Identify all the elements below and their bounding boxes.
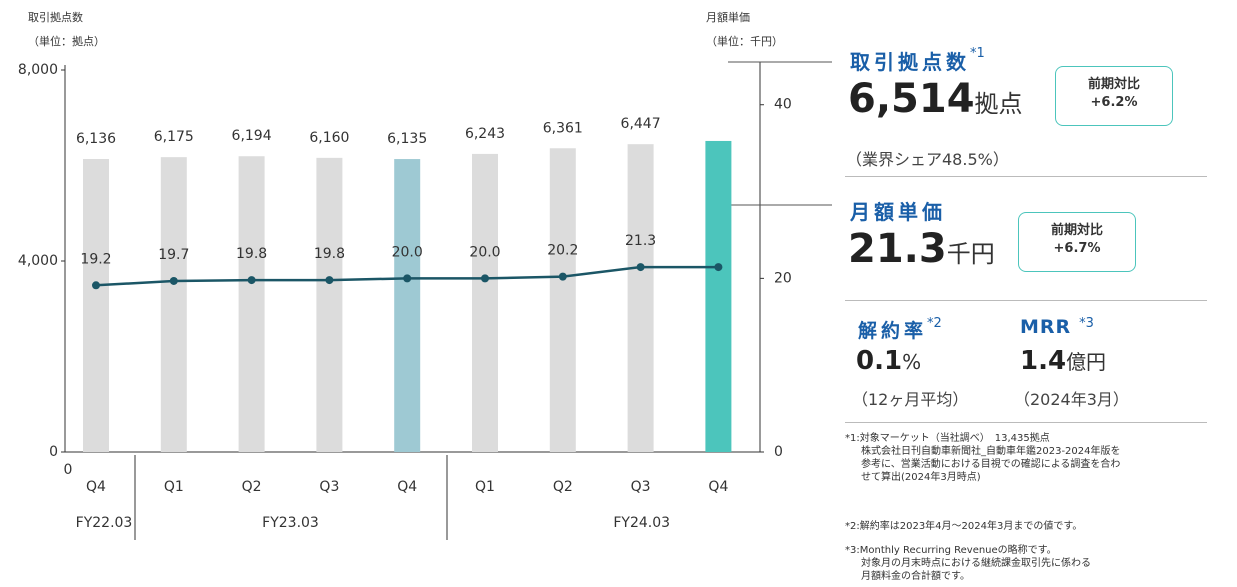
- kpi-note: *1: [970, 46, 985, 61]
- footnote: *1:対象マーケット（当社調べ） 13,435拠点株式会社日刊自動車新聞社_自動…: [845, 432, 1121, 484]
- footnote-line: *2:解約率は2023年4月～2024年3月までの値です。: [845, 521, 1083, 532]
- y2-label: 月額単価: [706, 10, 750, 24]
- x-tick-label: Q3: [319, 479, 339, 495]
- point-label: 20.0: [469, 244, 500, 260]
- footnote: *2:解約率は2023年4月～2024年3月までの値です。: [845, 520, 1082, 533]
- badge-value: +6.2%: [1090, 95, 1138, 110]
- kpi-value: 6,514: [848, 76, 975, 122]
- x-tick-label: Q1: [164, 479, 184, 495]
- footnote-line: 対象月の月末時点における継続課金取引先に係わる: [861, 558, 1091, 569]
- bar: [83, 159, 109, 453]
- y-tick-label: 8,000: [18, 62, 58, 78]
- divider: [845, 300, 1207, 301]
- y-tick-label: 4,000: [18, 253, 58, 269]
- point: [247, 276, 256, 285]
- x-tick-label: Q4: [708, 479, 728, 495]
- kpi-badge: 前期対比 +6.2%: [1055, 66, 1173, 126]
- point-label: 20.2: [547, 243, 578, 259]
- point: [325, 276, 334, 285]
- bar-label: 6,194: [232, 128, 272, 144]
- y-label: （単位：拠点）: [28, 34, 105, 48]
- point: [92, 281, 100, 290]
- y2-tick-label: 40: [774, 97, 792, 113]
- bar: [627, 144, 654, 452]
- bar: [238, 156, 265, 452]
- kpi-note: *3: [1079, 316, 1094, 331]
- bar: [549, 148, 576, 452]
- kpi-unit: %: [902, 350, 922, 374]
- y-tick-label: 0: [49, 444, 58, 460]
- bar-label: 6,447: [621, 116, 661, 132]
- y2-tick-label: 20: [774, 270, 792, 286]
- kpi-title: MRR: [1020, 316, 1072, 338]
- kpi-title: 月額単価: [850, 200, 946, 224]
- divider: [845, 176, 1207, 177]
- kpi-sub: （12ヶ月平均）: [852, 390, 969, 409]
- bar-label: 6,135: [387, 131, 427, 147]
- kpi-unit: 拠点: [974, 90, 1023, 118]
- kpi-value: 1.4: [1020, 346, 1067, 376]
- kpi-sub: （2024年3月）: [1014, 390, 1129, 409]
- bar-label: 6,175: [154, 129, 194, 145]
- bar-label: 6,361: [543, 120, 583, 136]
- footnote-line: せて算出(2024年3月時点): [861, 472, 981, 483]
- chart: 取引拠点数 （単位：拠点） 月額単価 （単位：千円） 0 0 4,000 8,000…: [18, 10, 832, 540]
- y2-tick-label: 0: [774, 444, 783, 460]
- point: [714, 263, 723, 272]
- bar: [316, 157, 343, 453]
- point: [481, 274, 489, 283]
- footnote-line: *1:対象マーケット（当社調べ） 13,435拠点: [845, 433, 1050, 444]
- bar-label: 6,160: [309, 130, 349, 146]
- footnote: *3:Monthly Recurring Revenueの略称です。対象月の月末…: [845, 544, 1091, 583]
- x-tick-label: Q3: [631, 479, 651, 495]
- x-tick-label: Q1: [475, 479, 495, 495]
- point: [403, 274, 412, 283]
- bar: [394, 159, 421, 452]
- bar: [705, 140, 732, 453]
- kpi-sub: （業界シェア48.5%）: [846, 150, 1009, 169]
- group-label: FY23.03: [262, 515, 319, 531]
- point: [169, 276, 178, 285]
- badge-label: 前期対比: [1050, 223, 1103, 238]
- x-tick-label: Q4: [86, 479, 106, 495]
- kpi-unit: 億円: [1066, 350, 1107, 374]
- group-label: FY24.03: [613, 515, 670, 531]
- kpi-value: 21.3: [848, 226, 947, 272]
- point-label: 19.8: [236, 246, 267, 262]
- bar: [472, 153, 498, 453]
- footnote-line: 参考に、営業活動における目視での確認による調査を合わ: [861, 459, 1121, 470]
- point-label: 20.0: [392, 244, 423, 260]
- footnote-line: 月額料金の合計額です。: [861, 571, 970, 582]
- bar-label: 6,243: [465, 126, 505, 142]
- point: [558, 272, 567, 281]
- point-label: 21.3: [625, 233, 656, 249]
- origin-label: 0: [64, 462, 73, 478]
- footnote-line: 株式会社日刊自動車新聞社_自動車年鑑2023-2024年版を: [861, 446, 1121, 457]
- point: [636, 263, 645, 272]
- badge-value: +6.7%: [1053, 241, 1101, 256]
- point-label: 19.7: [158, 247, 189, 263]
- y2-label: （単位：千円）: [706, 34, 783, 48]
- x-tick-label: Q2: [553, 479, 573, 495]
- footnote-line: *3:Monthly Recurring Revenueの略称です。: [845, 545, 1057, 556]
- badge-label: 前期対比: [1087, 77, 1140, 92]
- bar: [160, 157, 187, 453]
- connector: [717, 204, 832, 267]
- kpi-title: 取引拠点数: [850, 50, 970, 74]
- kpi-badge: 前期対比 +6.7%: [1018, 212, 1136, 272]
- kpi-unit: 千円: [946, 240, 995, 268]
- kpi-value: 0.1: [856, 346, 903, 376]
- kpi-title: 解約率: [858, 320, 928, 342]
- group-label: FY22.03: [76, 515, 133, 531]
- y-label: 取引拠点数: [28, 10, 83, 24]
- point-label: 19.2: [80, 251, 111, 267]
- x-tick-label: Q2: [242, 479, 262, 495]
- point-label: 19.8: [314, 246, 345, 262]
- bar-label: 6,136: [76, 131, 116, 147]
- x-tick-label: Q4: [397, 479, 417, 495]
- divider: [845, 422, 1207, 423]
- kpi-note: *2: [927, 316, 942, 331]
